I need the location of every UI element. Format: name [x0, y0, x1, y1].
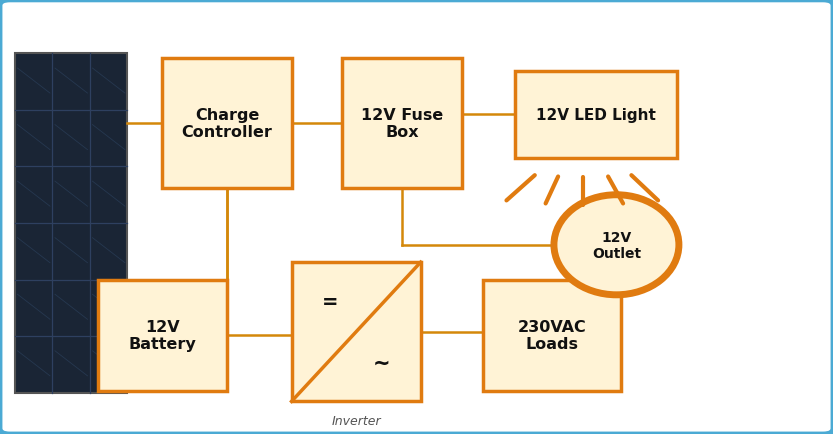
Text: =: = — [322, 292, 338, 311]
Text: Inverter: Inverter — [332, 414, 381, 427]
Text: ~: ~ — [373, 352, 391, 372]
Text: 12V
Outlet: 12V Outlet — [592, 230, 641, 260]
Bar — [515, 72, 677, 158]
Text: 12V LED Light: 12V LED Light — [536, 108, 656, 122]
Text: 12V Fuse
Box: 12V Fuse Box — [361, 108, 443, 140]
Bar — [483, 280, 621, 391]
Bar — [342, 59, 462, 189]
Bar — [15, 54, 127, 393]
Bar — [162, 59, 292, 189]
Ellipse shape — [554, 195, 679, 295]
Text: 230VAC
Loads: 230VAC Loads — [517, 319, 586, 352]
Bar — [98, 280, 227, 391]
Bar — [292, 263, 421, 401]
Text: 12V
Battery: 12V Battery — [129, 319, 197, 352]
Text: Charge
Controller: Charge Controller — [182, 108, 272, 140]
